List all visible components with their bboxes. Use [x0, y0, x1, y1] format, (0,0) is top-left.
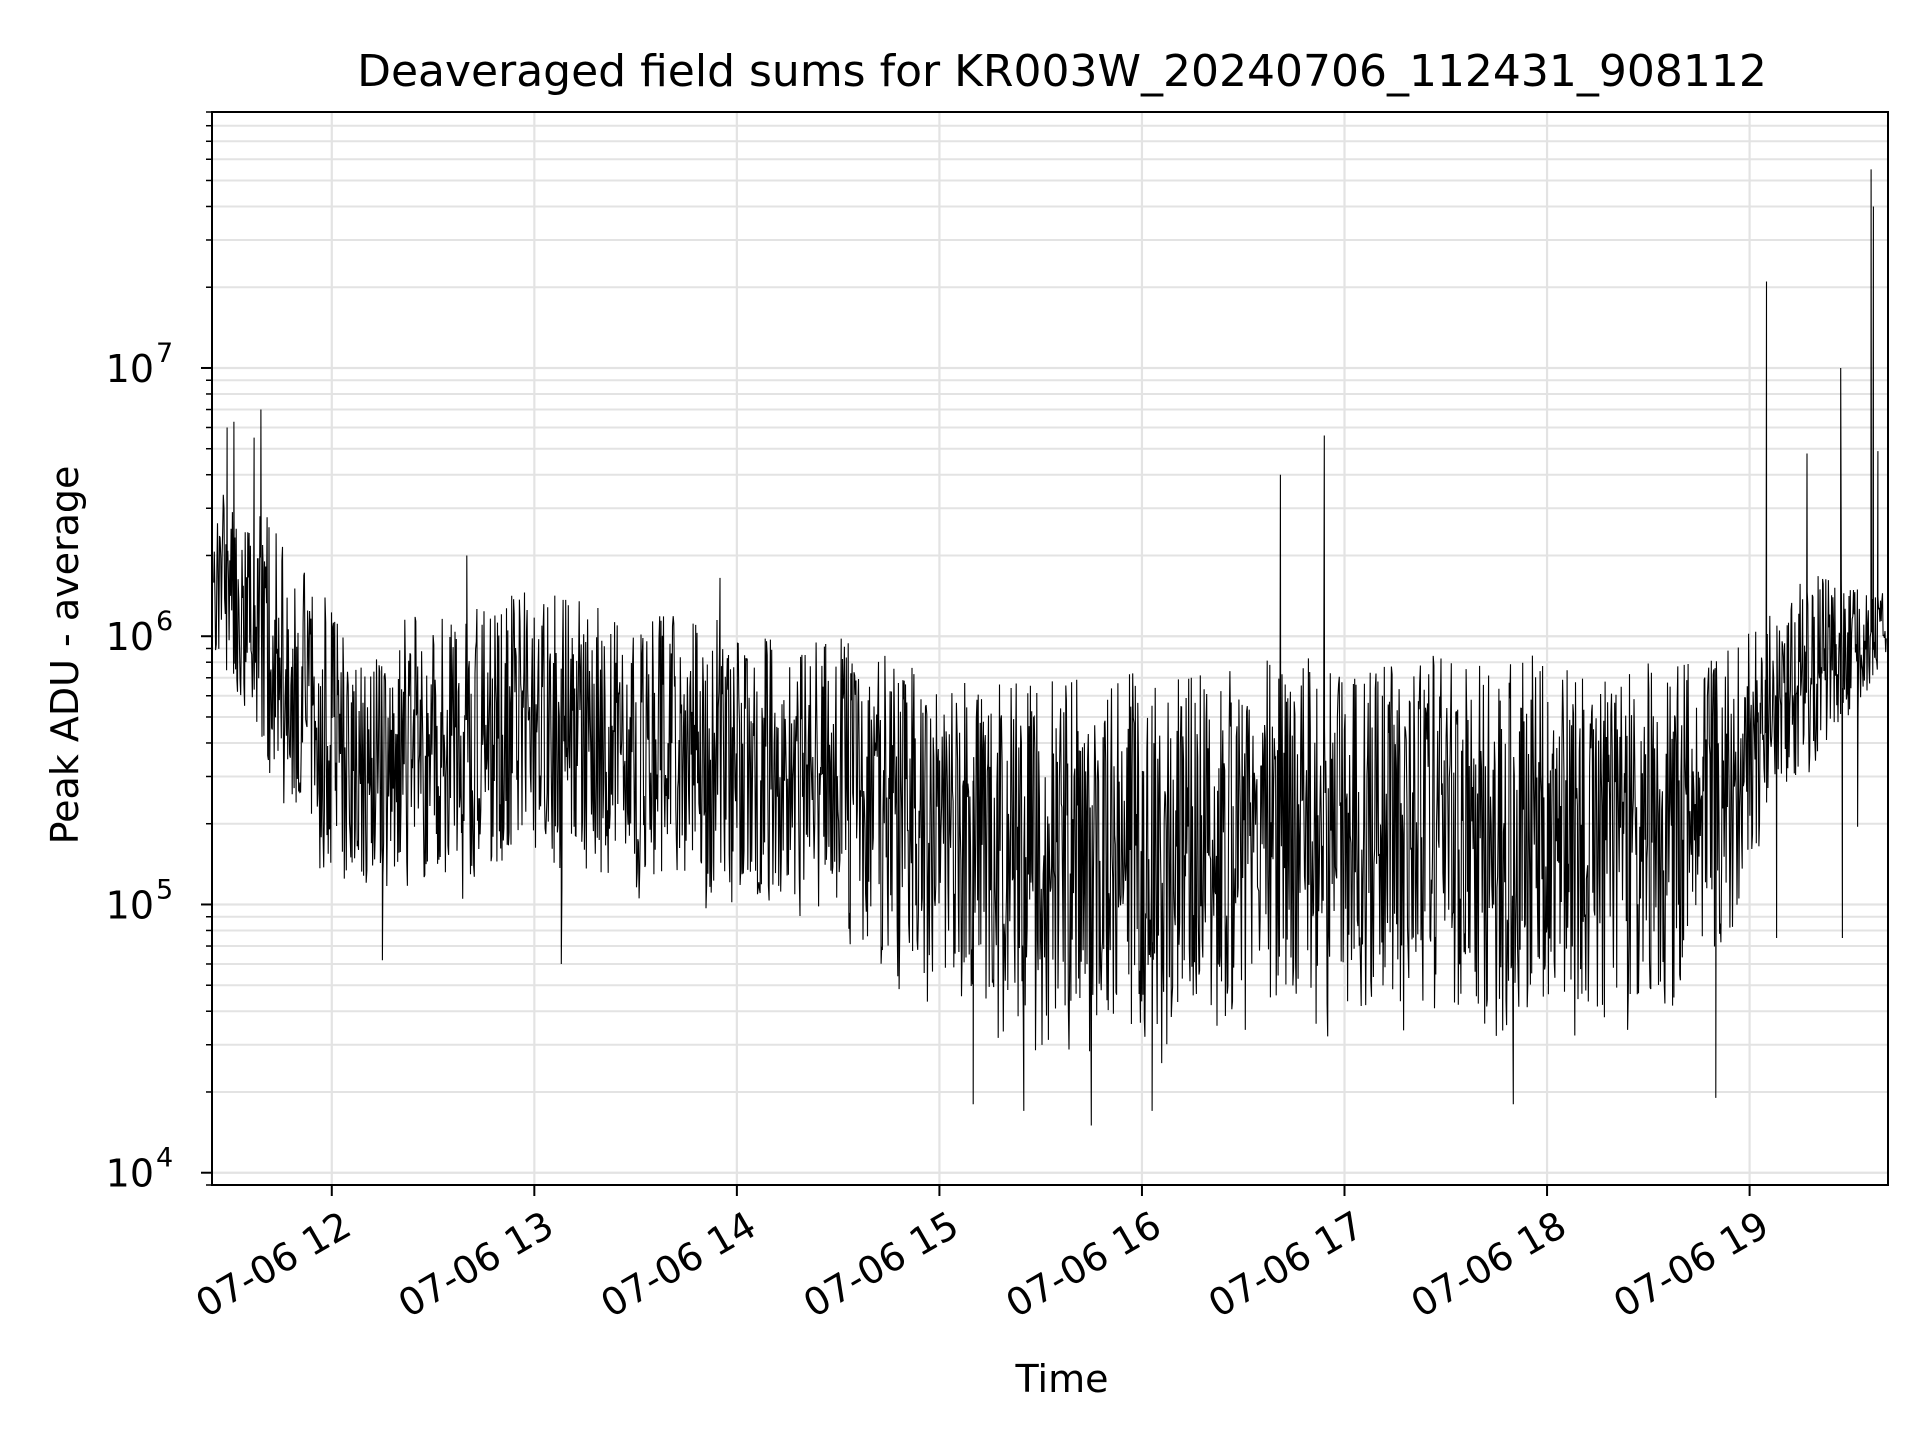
x-axis-label: Time — [1015, 1357, 1109, 1401]
y-tick-exponent: 6 — [156, 606, 173, 637]
y-tick-base: 10 — [106, 347, 154, 391]
y-tick-exponent: 5 — [156, 874, 173, 905]
y-tick-label: 10 4 — [106, 1143, 174, 1196]
chart-title: Deaveraged field sums for KR003W_2024070… — [357, 46, 1767, 97]
series-line — [213, 169, 1887, 1126]
y-tick-exponent: 7 — [156, 338, 173, 369]
y-tick-base: 10 — [106, 883, 154, 927]
y-tick-label: 10 5 — [106, 874, 174, 927]
y-tick-label: 10 6 — [106, 606, 174, 659]
y-tick-base: 10 — [106, 615, 154, 659]
grid-layer — [212, 111, 1888, 1186]
y-tick-label: 10 7 — [106, 338, 174, 391]
y-tick-base: 10 — [106, 1152, 154, 1196]
series-layer — [213, 169, 1887, 1126]
y-tick-exponent: 4 — [156, 1143, 173, 1174]
y-axis-label: Peak ADU - average — [43, 466, 87, 845]
